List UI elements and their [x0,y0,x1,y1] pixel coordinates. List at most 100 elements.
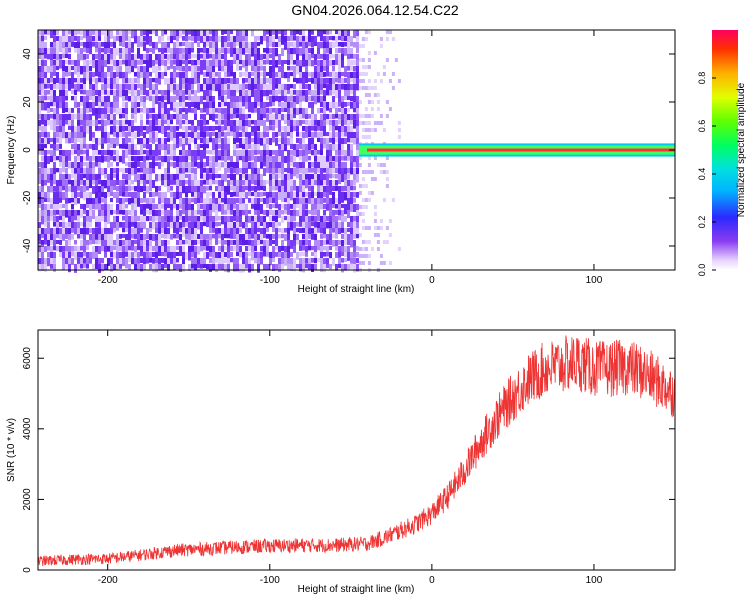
heatmap-cell [209,36,212,42]
heatmap-cell [89,102,92,110]
heatmap-cell [341,36,344,41]
heatmap-cell [188,216,191,222]
heatmap-cell [272,96,275,105]
heatmap-cell [167,180,170,187]
heatmap-cell [385,37,389,41]
heatmap-cell [272,60,275,69]
heatmap-cell [89,162,92,170]
heatmap-cell [308,150,311,154]
heatmap-cell [152,192,155,197]
heatmap-cell [158,78,161,85]
heatmap-cell [356,108,359,116]
heatmap-cell [305,108,308,114]
heatmap-cell [332,228,335,233]
heatmap-cell [272,216,275,222]
heatmap-cell [364,37,368,41]
heatmap-cell [137,72,140,81]
heatmap-cell [272,72,275,80]
heatmap-cell [107,228,110,237]
heatmap-cell [149,198,152,205]
heatmap-cell [110,258,113,267]
heatmap-cell [290,222,293,231]
heatmap-cell [341,60,344,68]
heatmap-cell [239,138,242,147]
heatmap-cell [194,222,197,231]
heatmap-cell [89,234,92,242]
heatmap-cell [194,216,197,223]
heatmap-cell [110,240,113,248]
heatmap-cell [41,174,44,182]
heatmap-cell [382,198,386,202]
heatmap-cell [254,108,257,113]
heatmap-cell [47,156,50,164]
heatmap-cell [221,210,224,215]
heatmap-cell [77,174,80,182]
heatmap-cell [41,102,44,111]
heatmap-cell [296,120,299,128]
heatmap-cell [215,60,218,68]
heatmap-cell [245,54,248,63]
heatmap-cell [56,72,59,79]
heatmap-cell [212,108,215,117]
heatmap-cell [101,102,104,107]
heatmap-cell [206,48,209,54]
heatmap-cell [284,228,287,233]
heatmap-cell [347,60,350,67]
heatmap-cell [83,204,86,212]
heatmap-cell [218,132,221,141]
heatmap-cell [128,192,131,197]
heatmap-cell [251,216,254,222]
heatmap-cell [272,36,275,43]
heatmap-cell [122,168,125,175]
heatmap-cell [263,162,266,167]
heatmap-cell [338,180,341,185]
heatmap-cell [287,252,290,260]
heatmap-cell [203,204,206,210]
heatmap-cell [326,120,329,125]
heatmap-cell [305,78,308,83]
heatmap-cell [326,114,329,120]
heatmap-cell [233,258,236,266]
heatmap-cell [176,96,179,101]
heatmap-cell [281,198,284,203]
heatmap-cell [164,138,167,146]
heatmap-cell [74,168,77,174]
heatmap-cell [239,150,242,159]
heatmap-cell [95,114,98,120]
heatmap-cell [44,162,47,169]
heatmap-cell [266,228,269,233]
heatmap-cell [308,162,311,169]
heatmap-cell [338,36,341,41]
heatmap-cell [179,210,182,218]
heatmap-cell [305,150,308,156]
heatmap-cell [38,210,41,216]
heatmap-cell [140,132,143,137]
heatmap-cell [227,234,230,239]
heatmap-cell [382,128,386,132]
heatmap-cell [200,66,203,75]
heatmap-cell [230,258,233,263]
heatmap-cell [44,198,47,202]
heatmap-cell [173,204,176,209]
heatmap-cell [104,126,107,134]
heatmap-cell [320,72,323,78]
heatmap-cell [92,168,95,176]
heatmap-cell [173,252,176,260]
heatmap-cell [296,252,299,260]
heatmap-cell [344,258,347,263]
heatmap-cell [227,246,230,254]
heatmap-cell [149,210,152,215]
heatmap-cell [323,186,326,195]
heatmap-cell [239,192,242,200]
heatmap-cell [98,192,101,200]
heatmap-cell [146,120,149,125]
heatmap-cell [65,78,68,85]
heatmap-cell [173,138,176,146]
heatmap-cell [137,234,140,243]
heatmap-cell [182,258,185,266]
heatmap-cell [200,246,203,252]
heatmap-cell [140,54,143,60]
heatmap-cell [356,228,359,235]
heatmap-cell [299,192,302,199]
